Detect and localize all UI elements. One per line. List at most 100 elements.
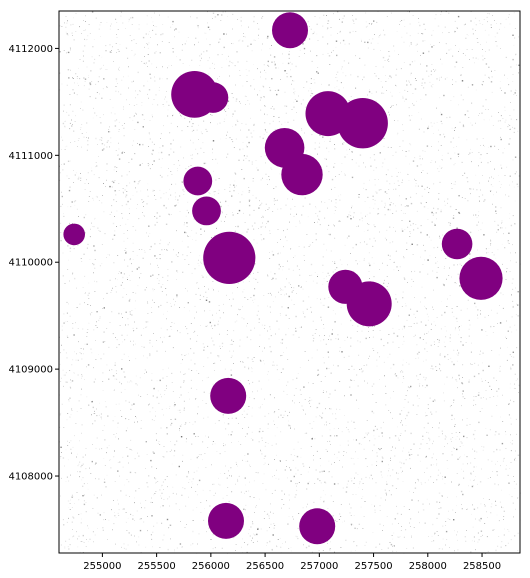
speckle-dot [474,62,475,64]
speckle-dot [410,526,411,527]
speckle-dot [159,254,161,255]
speckle-dot [229,344,231,345]
speckle-dot [151,515,153,517]
speckle-dot [207,357,209,359]
speckle-dot [125,512,127,513]
speckle-dot [282,53,283,54]
speckle-dot [419,522,420,524]
speckle-dot [78,535,80,537]
speckle-dot [216,227,217,229]
speckle-dot [310,92,312,94]
speckle-dot [308,90,310,92]
speckle-dot [96,327,98,328]
speckle-dot [405,418,406,420]
speckle-dot [476,224,478,226]
speckle-dot [462,445,464,446]
speckle-dot [229,299,230,300]
speckle-dot [244,542,245,543]
speckle-dot [250,339,252,341]
speckle-dot [450,48,452,50]
speckle-dot [480,44,481,45]
speckle-dot [386,193,388,194]
speckle-dot [77,178,80,180]
speckle-dot [161,158,163,160]
speckle-dot [510,442,511,444]
speckle-dot [169,408,170,409]
speckle-dot [329,393,331,395]
speckle-dot [375,100,377,102]
speckle-dot [448,510,449,512]
speckle-dot [425,342,427,344]
speckle-dot [75,13,77,14]
speckle-dot [323,324,324,325]
speckle-dot [223,445,225,447]
speckle-dot [479,411,481,412]
speckle-dot [88,404,90,406]
speckle-dot [168,213,170,215]
speckle-dot [507,542,509,544]
speckle-dot [293,93,295,95]
speckle-dot [439,134,441,136]
speckle-dot [145,33,147,35]
speckle-dot [515,314,517,316]
speckle-dot [467,181,469,183]
speckle-dot [343,87,344,89]
speckle-dot [498,224,499,226]
speckle-dot [106,328,108,329]
speckle-dot [162,284,164,285]
speckle-dot [149,120,151,121]
speckle-dot [168,198,169,200]
speckle-dot [250,438,252,439]
speckle-dot [209,44,211,45]
speckle-dot [112,333,114,335]
speckle-dot [73,201,75,203]
speckle-dot [144,215,145,217]
speckle-dot [114,216,115,217]
speckle-dot [207,11,208,13]
speckle-dot [83,494,85,496]
speckle-dot [355,31,357,32]
speckle-dot [439,354,441,356]
speckle-dot [211,337,213,339]
speckle-dot [73,93,75,94]
speckle-dot [178,31,180,33]
speckle-dot [152,189,154,191]
speckle-dot [288,51,290,52]
speckle-dot [304,197,306,199]
speckle-dot [215,547,216,549]
speckle-dot [421,483,423,485]
speckle-dot [240,233,242,235]
speckle-dot [491,70,492,72]
speckle-dot [382,86,383,88]
speckle-dot [288,548,290,549]
speckle-dot [133,55,135,57]
speckle-dot [224,221,225,222]
speckle-dot [260,226,262,228]
speckle-dot [315,416,317,418]
speckle-dot [154,76,155,78]
speckle-dot [444,204,446,206]
speckle-dot [324,494,326,496]
speckle-dot [212,12,215,14]
speckle-dot [453,96,455,98]
speckle-dot [465,540,467,542]
speckle-dot [209,193,211,195]
speckle-dot [134,458,136,460]
speckle-dot [461,508,463,510]
speckle-dot [443,133,445,135]
speckle-dot [347,444,349,446]
speckle-dot [368,224,370,225]
speckle-dot [78,514,80,515]
speckle-dot [436,464,437,466]
speckle-dot [78,341,79,343]
speckle-dot [335,77,337,78]
speckle-dot [156,439,157,441]
speckle-dot [326,275,327,277]
speckle-dot [233,184,235,186]
speckle-dot [363,187,364,189]
speckle-dot [488,365,490,367]
speckle-dot [64,374,66,376]
speckle-dot [486,434,488,436]
speckle-dot [232,62,234,64]
speckle-dot [209,45,211,47]
